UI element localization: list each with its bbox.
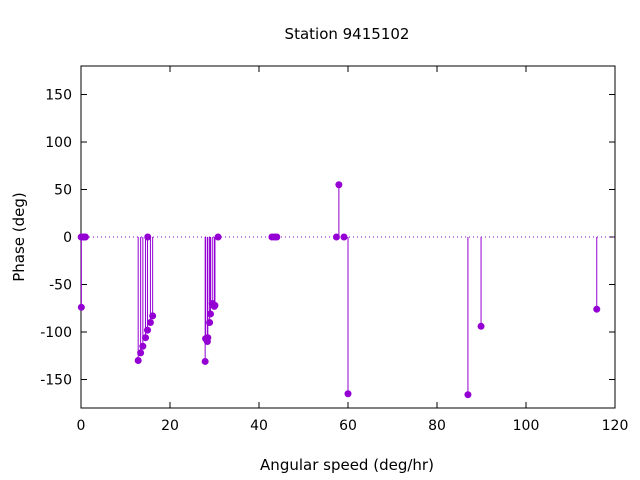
data-point [144,326,152,334]
data-point [77,303,85,311]
y-tick-label: 50 [54,183,72,199]
data-point [273,233,281,241]
y-tick-label: 100 [45,135,72,151]
data-point [332,233,340,241]
x-tick-label: 100 [513,418,540,434]
chart-title: Station 9415102 [285,25,410,43]
data-point [144,233,152,241]
data-point [149,312,157,320]
data-point [139,342,147,350]
data-point [134,357,142,364]
x-axis-ticks: 0 20 40 60 80 100 120 [77,66,629,434]
data-point [206,310,214,318]
data-point [146,319,154,326]
y-axis-label: Phase (deg) [10,192,28,282]
x-tick-label: 60 [339,418,357,434]
x-tick-label: 120 [602,418,629,434]
impulse-lines [80,184,598,395]
y-tick-label: 150 [45,88,72,104]
data-point [201,357,209,365]
y-tick-label: -100 [40,325,72,341]
y-axis-ticks: -150 -100 -50 0 50 100 150 [40,88,615,389]
data-point [593,305,601,313]
data-point [214,233,222,241]
y-tick-label: -150 [40,373,72,389]
data-points [77,181,601,399]
data-point [344,390,352,398]
data-point [335,181,343,189]
data-point [206,319,214,326]
data-point [477,322,485,330]
y-tick-label: 0 [63,230,72,246]
x-tick-label: 0 [77,418,86,434]
data-point [142,334,150,342]
x-tick-label: 80 [428,418,446,434]
data-point [137,349,145,357]
y-tick-label: -50 [49,278,72,294]
data-point [340,233,348,241]
data-point [211,301,219,309]
x-tick-label: 40 [250,418,268,434]
x-tick-label: 20 [161,418,179,434]
x-axis-label: Angular speed (deg/hr) [260,456,434,474]
data-point [464,391,472,399]
data-point [204,334,212,342]
data-point [81,233,89,241]
